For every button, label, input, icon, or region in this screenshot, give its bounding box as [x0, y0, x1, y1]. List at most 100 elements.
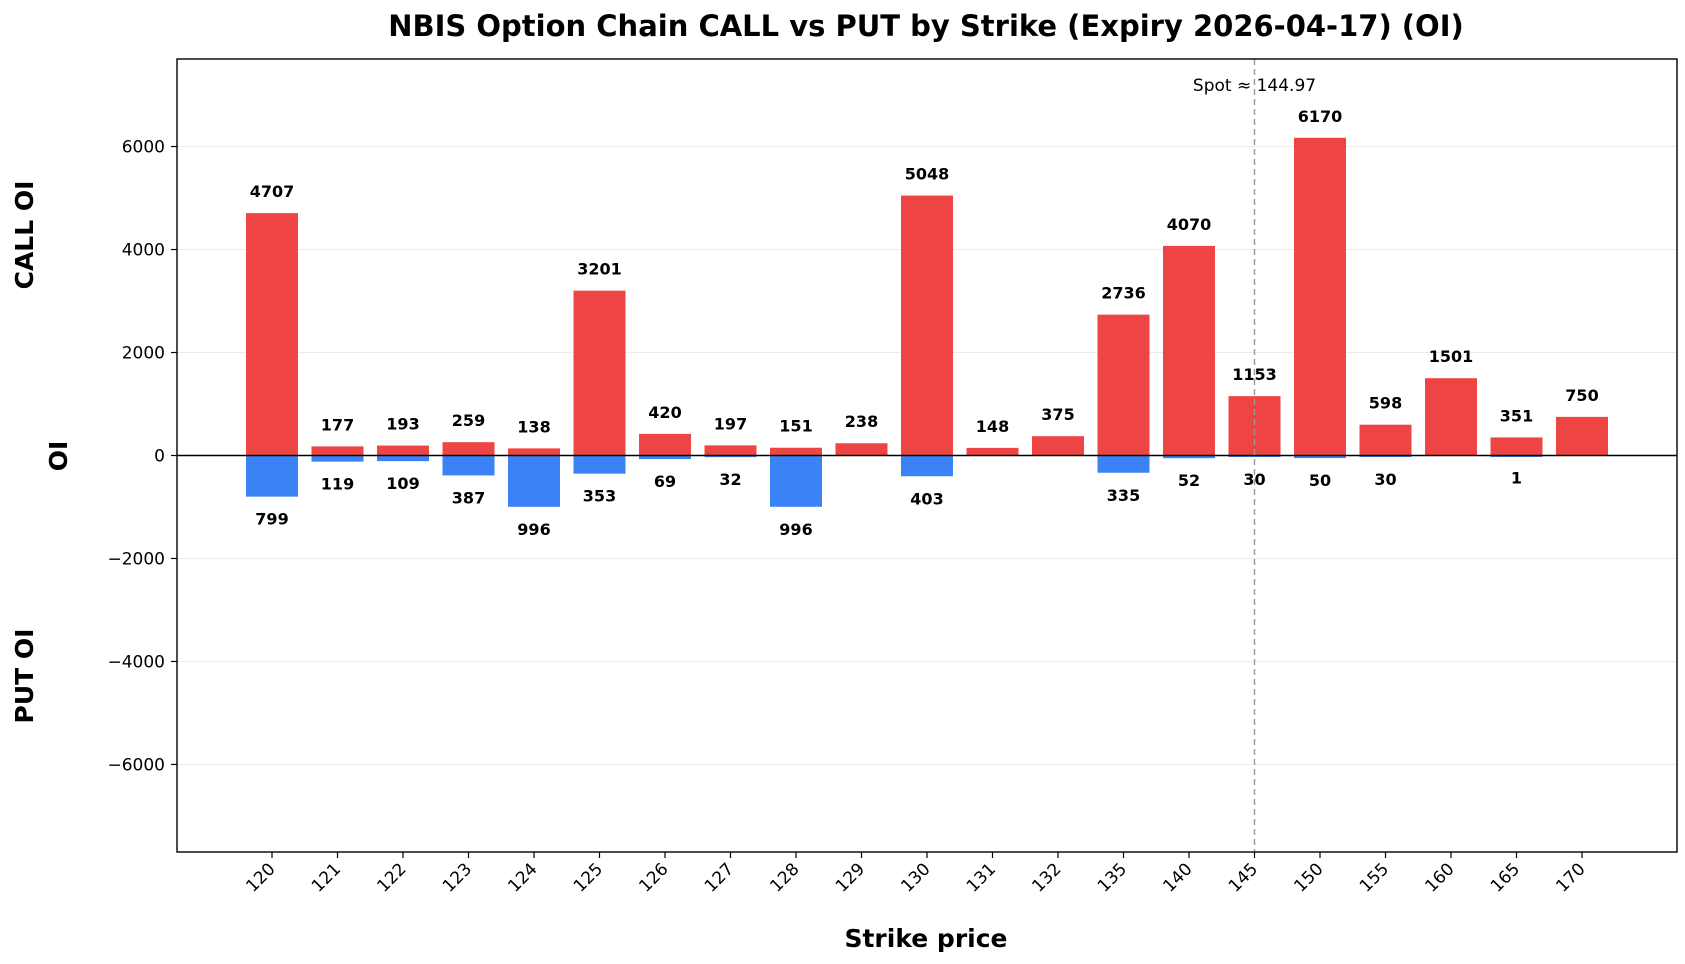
- call-bar: [1163, 245, 1215, 456]
- put-value-label: 30: [1374, 470, 1396, 489]
- x-tick-label: 150: [1290, 859, 1327, 896]
- put-value-label: 52: [1178, 471, 1200, 490]
- call-bar: [442, 442, 495, 456]
- put-bar: [442, 455, 495, 476]
- spot-label: Spot ≈ 144.97: [1193, 76, 1316, 96]
- put-value-label: 119: [321, 475, 354, 494]
- call-value-label: 1501: [1429, 347, 1474, 366]
- call-bar: [508, 448, 560, 456]
- call-bar: [1556, 416, 1608, 456]
- call-value-label: 148: [976, 417, 1009, 436]
- call-bar: [1294, 137, 1346, 456]
- call-bar: [1425, 378, 1477, 456]
- x-tick-label: 122: [373, 859, 410, 896]
- y-tick-label: 0: [154, 447, 165, 467]
- y-tick-label: −4000: [107, 652, 165, 672]
- call-bar: [377, 445, 429, 456]
- y-tick-label: 4000: [122, 241, 165, 261]
- x-tick-label: 131: [963, 859, 1000, 896]
- put-value-label: 403: [910, 489, 943, 508]
- call-bar: [966, 447, 1019, 456]
- y-tick-label: −6000: [107, 755, 165, 775]
- call-value-label: 177: [321, 415, 354, 434]
- call-bar: [1490, 437, 1543, 456]
- put-value-label: 1: [1511, 469, 1522, 488]
- put-bar: [377, 455, 429, 462]
- put-value-label: 335: [1107, 486, 1140, 505]
- x-tick-label: 125: [570, 859, 607, 896]
- call-value-label: 375: [1041, 405, 1074, 424]
- call-bar: [1097, 314, 1150, 456]
- x-tick-label: 170: [1552, 859, 1589, 896]
- x-tick-label: 127: [701, 859, 738, 896]
- put-value-label: 69: [654, 472, 676, 491]
- put-value-label: 50: [1309, 471, 1331, 490]
- call-value-label: 138: [517, 417, 550, 436]
- x-tick-label: 145: [1225, 859, 1262, 896]
- call-value-label: 238: [845, 412, 878, 431]
- call-value-label: 598: [1369, 394, 1402, 413]
- call-bar: [311, 446, 364, 456]
- data-labels-group: 4707 799 177 119 193 109 259 387 138 996 3201 353 42…: [250, 107, 1599, 539]
- call-value-label: 259: [452, 411, 485, 430]
- x-tick-label: 155: [1356, 859, 1393, 896]
- x-tick-label: 128: [766, 859, 803, 896]
- put-bar: [1163, 455, 1215, 459]
- put-value-label: 799: [255, 510, 288, 529]
- y-axis-label-call: CALL OI: [10, 181, 39, 290]
- call-bar: [901, 195, 953, 456]
- x-tick-label: 120: [242, 859, 279, 896]
- put-value-label: 996: [517, 520, 550, 539]
- x-tick-label: 121: [308, 859, 345, 896]
- put-bar: [508, 455, 560, 507]
- call-value-label: 3201: [577, 260, 622, 279]
- y-tick-label: −2000: [107, 549, 165, 569]
- x-tick-label: 160: [1421, 859, 1458, 896]
- put-bar: [311, 455, 364, 462]
- call-value-label: 4707: [250, 182, 295, 201]
- bars-group: [246, 137, 1608, 507]
- put-bar: [901, 455, 953, 477]
- put-bar: [246, 455, 298, 497]
- x-axis-ticks: 120 121 122 123 124 125 126 127 128 129 130 131 132 1…: [242, 852, 1590, 896]
- put-value-label: 353: [583, 487, 616, 506]
- put-value-label: 109: [386, 474, 419, 493]
- put-bar: [770, 455, 822, 507]
- put-value-label: 996: [779, 520, 812, 539]
- call-value-label: 4070: [1167, 215, 1212, 234]
- y-axis-label-put: PUT OI: [10, 629, 39, 724]
- put-bar: [573, 455, 626, 474]
- put-bar: [1294, 455, 1346, 459]
- call-value-label: 193: [386, 415, 419, 434]
- call-bar: [573, 290, 626, 456]
- call-bar: [1359, 424, 1412, 456]
- y-tick-label: 6000: [122, 138, 165, 158]
- x-tick-label: 140: [1159, 859, 1196, 896]
- call-bar: [704, 445, 757, 456]
- x-tick-label: 132: [1028, 859, 1065, 896]
- call-value-label: 351: [1500, 406, 1533, 425]
- y-axis-ticks: −6000 −4000 −2000 0 2000 4000 6000: [107, 138, 177, 775]
- call-value-label: 197: [714, 414, 747, 433]
- x-tick-label: 129: [832, 859, 869, 896]
- call-bar: [835, 443, 888, 456]
- x-tick-label: 165: [1487, 859, 1524, 896]
- call-value-label: 6170: [1298, 107, 1343, 126]
- x-tick-label: 126: [635, 859, 672, 896]
- put-bar: [639, 455, 691, 460]
- x-tick-label: 123: [439, 859, 476, 896]
- x-tick-label: 130: [897, 859, 934, 896]
- call-bar: [639, 433, 691, 456]
- put-value-label: 387: [452, 488, 485, 507]
- put-value-label: 32: [719, 470, 741, 489]
- call-bar: [246, 213, 298, 456]
- x-tick-label: 124: [504, 859, 541, 896]
- call-value-label: 5048: [905, 165, 950, 184]
- call-bar: [770, 447, 822, 456]
- chart-title: NBIS Option Chain CALL vs PUT by Strike …: [388, 9, 1464, 43]
- x-axis-label: Strike price: [844, 924, 1007, 953]
- call-bar: [1228, 396, 1281, 456]
- y-tick-label: 2000: [122, 344, 165, 364]
- x-tick-label: 135: [1094, 859, 1131, 896]
- call-value-label: 2736: [1101, 284, 1146, 303]
